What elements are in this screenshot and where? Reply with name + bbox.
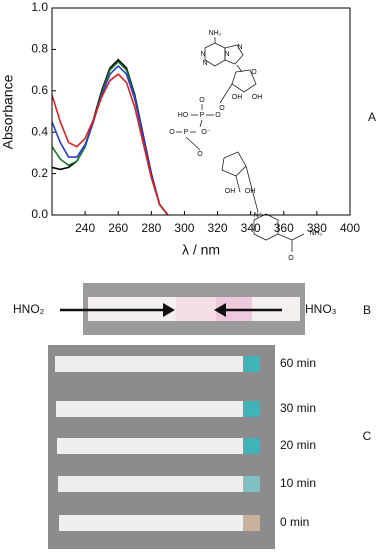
test-strip xyxy=(56,401,260,417)
spectrum-line xyxy=(52,64,169,215)
test-strip xyxy=(57,438,260,454)
bond xyxy=(245,165,259,213)
adenine-ring xyxy=(204,42,226,67)
atom-label: NH₂ xyxy=(310,230,323,237)
panel-label: B xyxy=(363,303,371,317)
atom-label: P xyxy=(184,129,189,136)
adenine-ring xyxy=(224,44,244,65)
atom-label: O xyxy=(197,151,203,158)
atom-label: N xyxy=(224,51,229,58)
y-tick-label: 0.6 xyxy=(31,83,48,97)
reaction-zone xyxy=(176,297,216,321)
test-strip xyxy=(59,515,260,531)
x-tick-label: 280 xyxy=(141,221,161,235)
hno3-label: HNO₃ xyxy=(305,302,337,316)
y-tick-label: 0.8 xyxy=(31,42,48,56)
atom-label: NH₂ xyxy=(209,30,222,37)
x-tick-label: 260 xyxy=(108,221,128,235)
bond xyxy=(219,83,233,104)
atom-label: OH xyxy=(245,188,256,195)
test-strip xyxy=(55,356,260,372)
y-tick-label: 0.4 xyxy=(31,124,48,138)
time-label: 10 min xyxy=(280,476,316,490)
y-tick-label: 0.2 xyxy=(31,166,48,180)
strip-pad xyxy=(243,476,260,492)
x-tick-label: 340 xyxy=(241,221,261,235)
x-tick-label: 240 xyxy=(75,221,95,235)
bond xyxy=(291,233,305,241)
atom-label: O xyxy=(219,105,225,112)
atom-label: O xyxy=(169,129,175,136)
x-tick-label: 300 xyxy=(174,221,194,235)
panel-label: C xyxy=(363,429,372,443)
test-strip xyxy=(58,476,260,492)
atom-label: P xyxy=(200,112,205,119)
bond xyxy=(236,64,243,73)
bond xyxy=(185,136,201,151)
arrowhead xyxy=(214,303,226,317)
atom-label: OH xyxy=(252,94,263,101)
y-tick-label: 0.0 xyxy=(31,207,48,221)
x-tick-label: 400 xyxy=(340,221,360,235)
x-axis-label: λ / nm xyxy=(182,242,220,258)
atom-label: O xyxy=(215,112,221,119)
spectrum-line xyxy=(52,60,169,215)
arrowhead xyxy=(163,303,175,317)
atom-label: OH xyxy=(232,94,243,101)
strip-pad xyxy=(243,356,260,372)
atom-label: O⁻ xyxy=(201,129,210,136)
strip-pad xyxy=(243,515,260,531)
panel-label: A xyxy=(368,110,376,124)
atom-label: O xyxy=(199,97,205,104)
atom-label: N xyxy=(200,51,205,58)
strip-pad xyxy=(243,401,260,417)
bond xyxy=(199,119,203,128)
y-tick-label: 1.0 xyxy=(31,0,48,14)
ribose-ring xyxy=(231,69,257,93)
spectrum-line xyxy=(52,58,169,215)
ribose-ring xyxy=(221,151,247,177)
atom-label: O xyxy=(288,255,294,262)
x-tick-label: 380 xyxy=(307,221,327,235)
x-tick-label: 320 xyxy=(208,221,228,235)
time-label: 20 min xyxy=(280,438,316,452)
spectrum-line xyxy=(52,73,169,215)
strip-pad xyxy=(243,438,260,454)
time-label: 0 min xyxy=(280,515,309,529)
bond xyxy=(235,175,241,193)
x-tick-label: 360 xyxy=(274,221,294,235)
y-axis-label: Absorbance xyxy=(0,74,16,149)
time-label: 30 min xyxy=(280,401,316,415)
atom-label: OH xyxy=(225,188,236,195)
hno2-label: HNO₂ xyxy=(13,302,45,316)
atom-label: O xyxy=(251,69,257,76)
time-label: 60 min xyxy=(280,356,316,370)
plot-frame xyxy=(51,7,351,216)
atom-label: N xyxy=(202,60,207,67)
atom-label: HO xyxy=(178,112,189,119)
bond xyxy=(277,233,293,241)
atom-label: N xyxy=(237,44,242,51)
